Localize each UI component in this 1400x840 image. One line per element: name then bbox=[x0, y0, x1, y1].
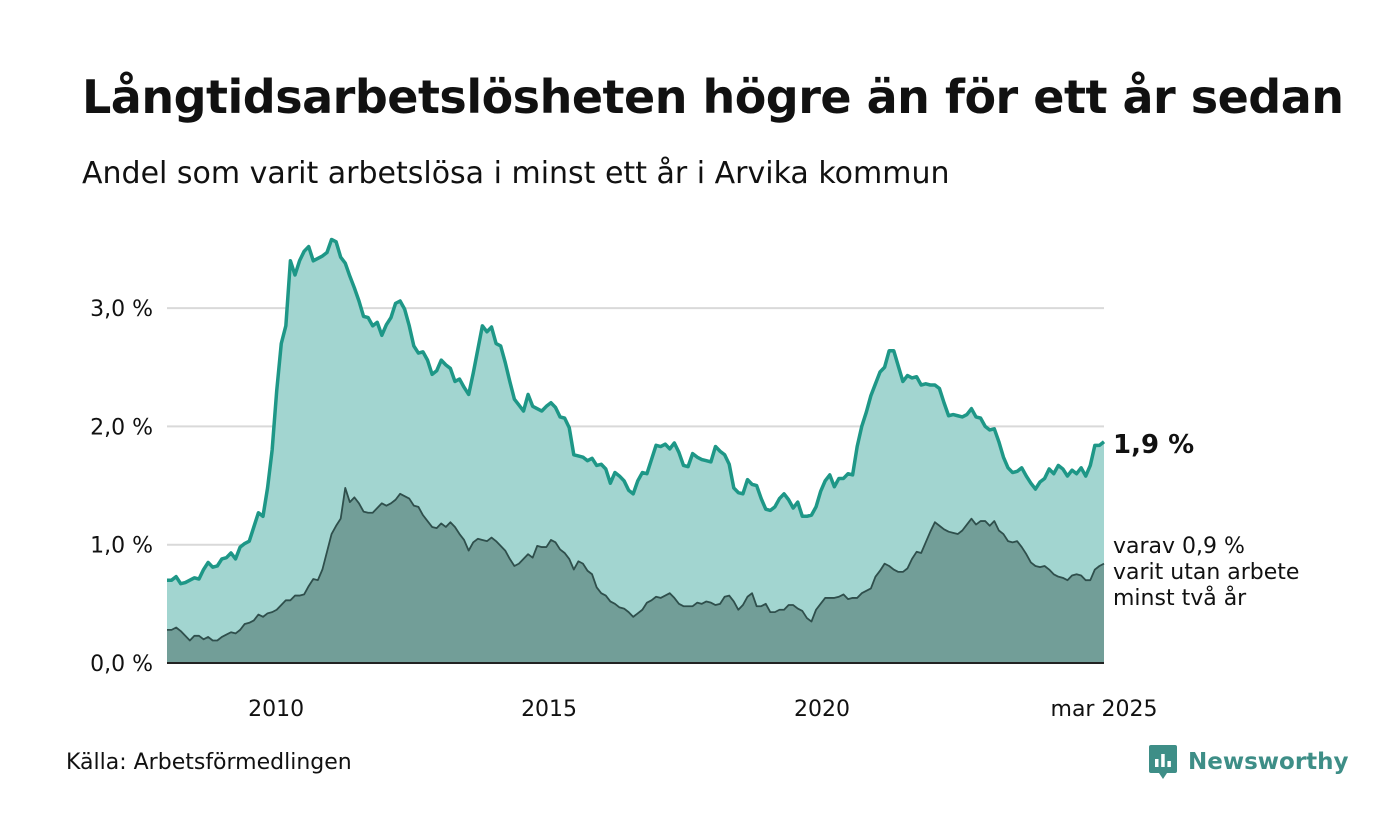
total-line bbox=[167, 237, 1106, 586]
long-term-note: varav 0,9 % varit utan arbete minst två … bbox=[1113, 534, 1306, 611]
last-value-label: 1,9 % bbox=[1113, 430, 1194, 460]
chart-title: Långtidsarbetslösheten högre än för ett … bbox=[82, 70, 1344, 124]
chart-areas bbox=[167, 239, 1104, 664]
chart-lines bbox=[167, 237, 1106, 642]
x-tick-label: 2015 bbox=[521, 697, 577, 722]
newsworthy-logo-icon bbox=[1149, 745, 1177, 779]
brand-name: Newsworthy bbox=[1188, 749, 1349, 775]
long-area bbox=[167, 487, 1104, 663]
x-tick-label: 2020 bbox=[794, 697, 850, 722]
y-tick-label: 1,0 % bbox=[90, 534, 153, 559]
y-tick-label: 3,0 % bbox=[90, 297, 153, 322]
long-line bbox=[167, 487, 1105, 642]
note-line-2: varit utan arbete bbox=[1113, 560, 1299, 585]
source-note: Källa: Arbetsförmedlingen bbox=[66, 750, 352, 775]
x-tick-label: 2010 bbox=[248, 697, 304, 722]
chart-subtitle: Andel som varit arbetslösa i minst ett å… bbox=[82, 156, 950, 191]
y-axis-ticks: 0,0 % 1,0 % 2,0 % 3,0 % bbox=[90, 297, 153, 677]
y-tick-label: 0,0 % bbox=[90, 652, 153, 677]
y-tick-label: 2,0 % bbox=[90, 415, 153, 440]
note-line-3: minst två år bbox=[1113, 585, 1247, 611]
x-axis-ticks: 2010 2015 2020 mar 2025 bbox=[248, 697, 1157, 722]
x-tick-label: mar 2025 bbox=[1051, 697, 1158, 722]
brand-logo: Newsworthy bbox=[1148, 744, 1349, 780]
note-line-1: varav 0,9 % bbox=[1113, 534, 1245, 559]
